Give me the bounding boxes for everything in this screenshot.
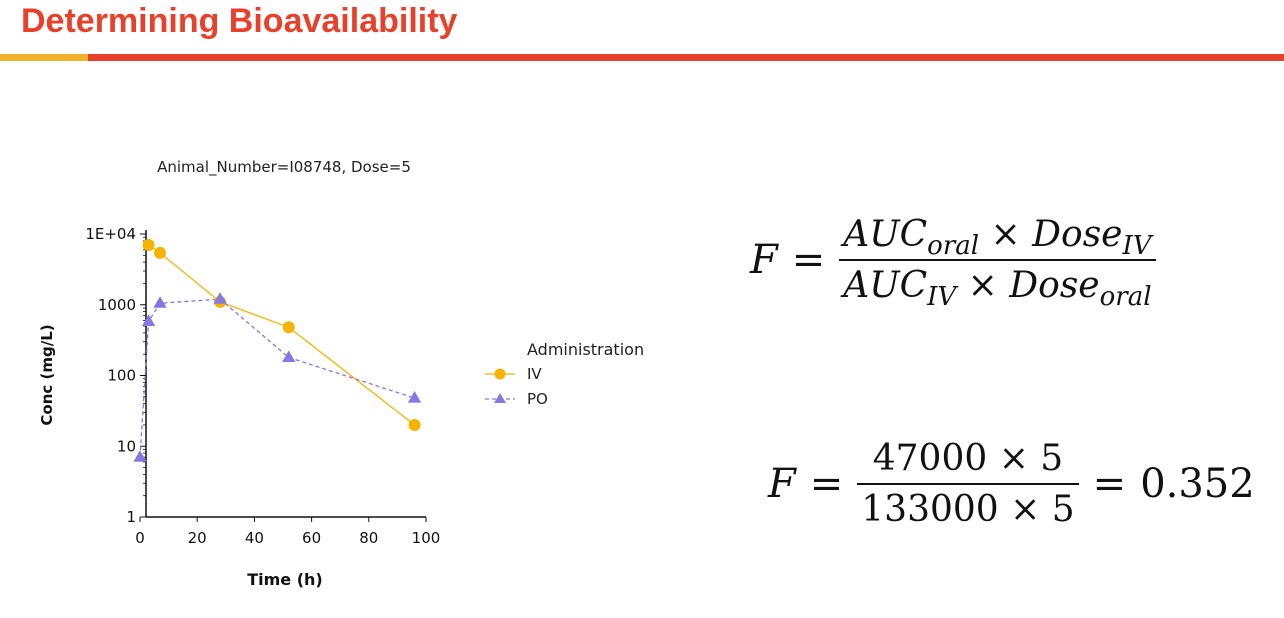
x-tick-label: 60	[302, 529, 321, 547]
bioavailability-formula: F = AUCoral × DoseIV AUCIV × Doseoral	[750, 212, 1156, 310]
chart-title: Animal_Number=I08748, Dose=5	[157, 158, 411, 177]
y-tick-label: 1000	[98, 296, 136, 314]
den-auc: AUC	[843, 265, 928, 306]
calc-numerator: 47000 × 5	[872, 438, 1064, 479]
y-tick-label: 100	[107, 367, 136, 385]
chart-legend: Administration IV PO	[485, 340, 644, 408]
den-times: ×	[967, 265, 998, 306]
num-auc: AUC	[843, 214, 928, 255]
data-point-iv	[408, 418, 421, 431]
num-dose: Dose	[1032, 214, 1123, 255]
x-tick-label: 0	[135, 529, 145, 547]
legend-marker-po	[494, 393, 506, 403]
legend-label-po: PO	[527, 390, 548, 408]
calc-result: 0.352	[1140, 461, 1255, 507]
slide-title: Determining Bioavailability	[21, 2, 458, 40]
legend-marker-iv	[494, 368, 506, 380]
calc-fraction: 47000 × 5 133000 × 5	[857, 436, 1079, 532]
y-tick-label: 1	[126, 508, 136, 526]
data-point-iv	[142, 238, 155, 251]
data-point-po	[282, 350, 296, 362]
x-tick-label: 40	[245, 529, 264, 547]
data-point-iv	[154, 246, 167, 259]
den-dose-sub: oral	[1099, 282, 1152, 312]
title-rule-accent	[0, 54, 88, 61]
bioavailability-calculation: F = 47000 × 5 133000 × 5 = 0.352	[768, 436, 1255, 532]
formula-numerator: AUCoral × DoseIV	[839, 212, 1155, 259]
series-line-po	[139, 298, 415, 458]
x-axis-label: Time (h)	[247, 570, 323, 589]
calc-fraction-bar	[857, 483, 1079, 485]
data-point-po	[407, 391, 422, 403]
formula-denominator: AUCIV × Doseoral	[839, 263, 1155, 310]
y-tick-label: 1E+04	[85, 225, 136, 243]
den-dose: Dose	[1009, 265, 1100, 306]
den-auc-sub: IV	[927, 282, 957, 312]
series-marks	[133, 238, 422, 462]
series-lines	[139, 244, 415, 458]
series-line-iv	[148, 244, 415, 426]
calc-equals: =	[809, 461, 844, 507]
y-axis-label: Conc (mg/L)	[38, 324, 56, 425]
formula-lhs: F	[750, 237, 778, 283]
legend-title: Administration	[527, 340, 644, 359]
data-point-iv	[282, 321, 295, 334]
data-point-po	[213, 292, 227, 304]
calc-lhs: F	[768, 461, 796, 507]
legend-label-iv: IV	[527, 365, 542, 383]
concentration-time-chart: Animal_Number=I08748, Dose=5 0 20 40 60 80 10…	[38, 158, 644, 589]
fraction-bar	[839, 259, 1156, 261]
num-dose-sub: IV	[1122, 231, 1152, 261]
formula-fraction: AUCoral × DoseIV AUCIV × Doseoral	[839, 212, 1156, 310]
data-point-po	[153, 296, 167, 308]
formula-equals: =	[791, 237, 826, 283]
data-point-po	[141, 314, 156, 327]
data-point-po	[133, 450, 147, 462]
chart-axes: 0 20 40 60 80 100 1 10 100 1000 1E+04	[85, 225, 440, 547]
x-tick-label: 20	[188, 529, 207, 547]
x-tick-label: 80	[359, 529, 378, 547]
num-times: ×	[990, 214, 1021, 255]
title-rule-main	[88, 54, 1284, 61]
num-auc-sub: oral	[927, 231, 980, 261]
y-tick-label: 10	[117, 437, 136, 455]
x-tick-label: 100	[412, 529, 441, 547]
calc-denominator: 133000 × 5	[861, 489, 1075, 530]
calc-equals-2: =	[1092, 461, 1127, 507]
